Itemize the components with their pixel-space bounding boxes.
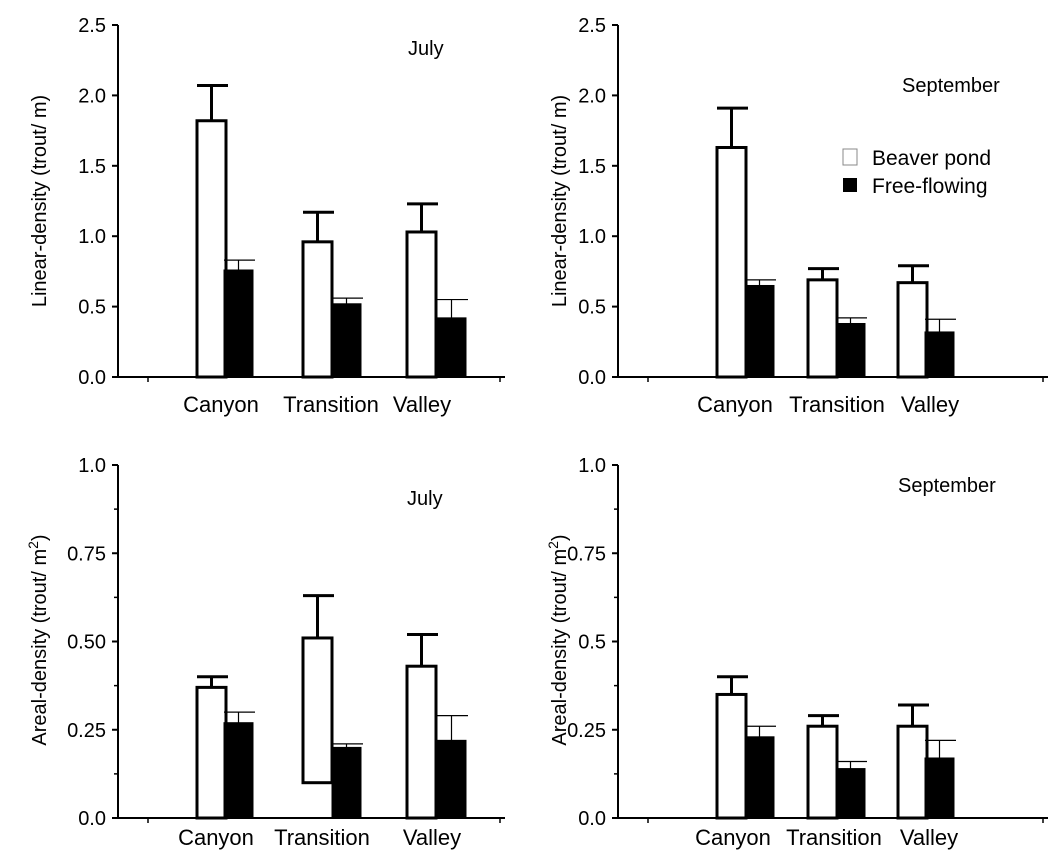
bar-beaver-pond	[195, 119, 228, 379]
bar-beaver-pond	[301, 636, 334, 785]
bar-beaver-pond	[301, 240, 334, 379]
y-tick-label: 0.0	[578, 367, 606, 389]
bar-beaver-pond	[896, 281, 929, 379]
y-axis-label: Areal-density (trout/ m2)	[545, 534, 571, 745]
bar-beaver-pond	[405, 230, 438, 379]
y-tick-label: 1.0	[78, 226, 106, 248]
category-label: Valley	[900, 825, 958, 850]
bar-free-flowing	[223, 269, 254, 378]
panel-title: September	[902, 75, 1000, 97]
legend-swatch-free-flowing	[843, 178, 857, 192]
y-tick-label: 0.5	[578, 297, 606, 319]
panel-4: 0.0 0.25 0.5 0.75 1.0 Canyon Transition Valley S…	[545, 455, 1048, 850]
panel-title: September	[898, 475, 996, 497]
bar-beaver-pond	[195, 685, 228, 820]
y-tick-label: 1.0	[578, 455, 606, 477]
bar-free-flowing	[744, 284, 775, 378]
bar-free-flowing	[331, 303, 362, 378]
y-tick-label: 0.75	[67, 543, 106, 565]
y-axis-label: Linear-density (trout/ m)	[549, 95, 571, 307]
bar-beaver-pond	[806, 278, 839, 379]
y-tick-label: 0.25	[67, 720, 106, 742]
y-tick-label: 2.0	[78, 85, 106, 107]
y-tick-label: 1.0	[78, 455, 106, 477]
y-tick-label: 0.0	[78, 367, 106, 389]
y-tick-label: 0.5	[78, 297, 106, 319]
y-tick-label: 0.75	[567, 543, 606, 565]
category-label: Canyon	[178, 825, 254, 850]
bar-free-flowing	[744, 736, 775, 819]
bar-free-flowing	[924, 331, 955, 378]
legend: Beaver pond Free-flowing	[842, 147, 991, 198]
bar-free-flowing	[331, 746, 362, 819]
panel-1: 0.0 0.5 1.0 1.5 2.0 2.5 Canyon Transition Valley…	[29, 15, 505, 417]
bar-beaver-pond	[806, 724, 839, 820]
legend-label-free-flowing: Free-flowing	[872, 175, 988, 198]
bar-free-flowing	[835, 768, 866, 819]
y-tick-label: 1.0	[578, 226, 606, 248]
bar-free-flowing	[835, 322, 866, 378]
bar-free-flowing	[436, 317, 467, 378]
legend-swatch-beaver-pond	[842, 148, 858, 166]
y-axis-label: Linear-density (trout/ m)	[29, 95, 51, 307]
bar-free-flowing	[924, 757, 955, 819]
legend-label-beaver-pond: Beaver pond	[872, 147, 991, 170]
y-axis-label: Areal-density (trout/ m2)	[25, 534, 51, 745]
y-tick-label: 2.5	[578, 15, 606, 37]
panel-title: July	[407, 488, 443, 510]
category-label: Transition	[789, 392, 885, 417]
category-label: Valley	[393, 392, 451, 417]
y-tick-label: 0.25	[567, 720, 606, 742]
panel-2: 0.0 0.5 1.0 1.5 2.0 2.5 Canyon Transition Valley…	[549, 15, 1048, 417]
bar-beaver-pond	[405, 664, 438, 820]
bar-beaver-pond	[896, 724, 929, 820]
y-tick-label: 0.5	[578, 632, 606, 654]
y-tick-label: 1.5	[78, 156, 106, 178]
panel-title: July	[408, 38, 444, 60]
bar-beaver-pond	[715, 692, 748, 820]
category-label: Canyon	[183, 392, 259, 417]
category-label: Canyon	[695, 825, 771, 850]
panel-3: 0.0 0.25 0.50 0.75 1.0 Canyon Transition Valley…	[25, 455, 505, 850]
category-label: Transition	[274, 825, 370, 850]
y-tick-label: 0.0	[78, 808, 106, 830]
y-tick-label: 2.0	[578, 85, 606, 107]
bar-beaver-pond	[715, 145, 748, 379]
y-tick-label: 0.50	[67, 632, 106, 654]
category-label: Transition	[786, 825, 882, 850]
bar-free-flowing	[223, 722, 254, 819]
y-tick-label: 0.0	[578, 808, 606, 830]
category-label: Valley	[403, 825, 461, 850]
y-tick-label: 2.5	[78, 15, 106, 37]
y-tick-label: 1.5	[578, 156, 606, 178]
category-label: Canyon	[697, 392, 773, 417]
category-label: Valley	[901, 392, 959, 417]
bar-free-flowing	[436, 739, 467, 819]
category-label: Transition	[283, 392, 379, 417]
